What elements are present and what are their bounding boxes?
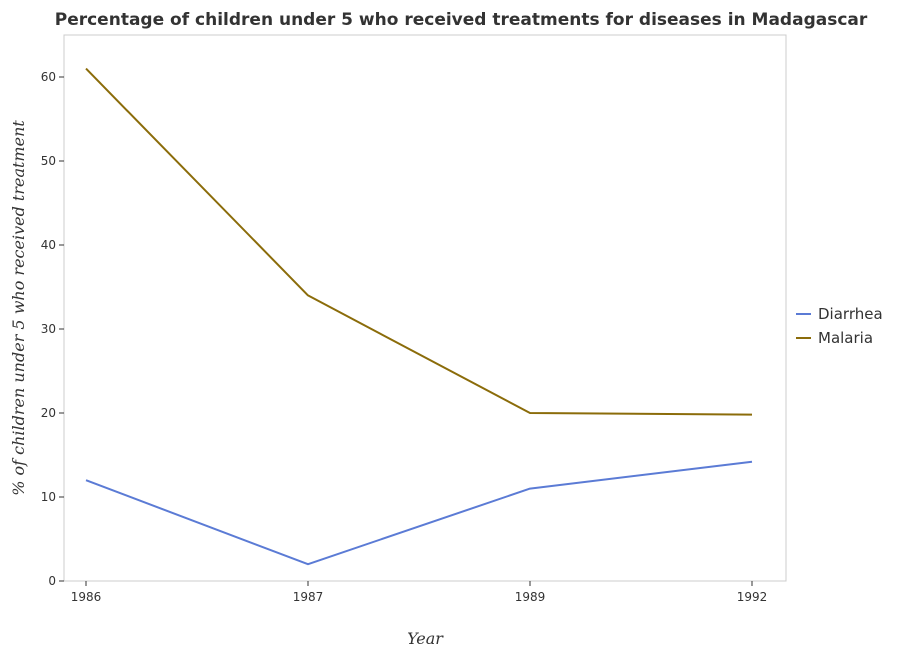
x-axis-title: Year xyxy=(407,629,444,648)
x-tick-label: 1992 xyxy=(737,590,768,604)
legend: Diarrhea Malaria xyxy=(796,305,883,347)
legend-label-diarrhea: Diarrhea xyxy=(818,305,883,323)
x-axis: 1986 1987 1989 1992 xyxy=(71,581,768,604)
plot-frame xyxy=(63,34,787,582)
y-tick-label: 40 xyxy=(41,238,56,252)
y-tick-label: 30 xyxy=(41,322,56,336)
x-tick-label: 1987 xyxy=(293,590,324,604)
y-axis: 0 10 20 30 40 50 60 xyxy=(41,70,64,588)
series-layer xyxy=(85,67,753,566)
x-tick-label: 1989 xyxy=(515,590,546,604)
y-tick-label: 50 xyxy=(41,154,56,168)
series-line-diarrhea xyxy=(85,460,753,566)
y-tick-label: 0 xyxy=(48,574,56,588)
y-tick-label: 20 xyxy=(41,406,56,420)
legend-label-malaria: Malaria xyxy=(818,329,873,347)
y-tick-label: 10 xyxy=(41,490,56,504)
y-tick-label: 60 xyxy=(41,70,56,84)
chart-title: Percentage of children under 5 who recei… xyxy=(55,10,868,30)
x-tick-label: 1986 xyxy=(71,590,102,604)
y-axis-title: % of children under 5 who received treat… xyxy=(9,120,28,496)
series-line-malaria xyxy=(85,67,753,416)
